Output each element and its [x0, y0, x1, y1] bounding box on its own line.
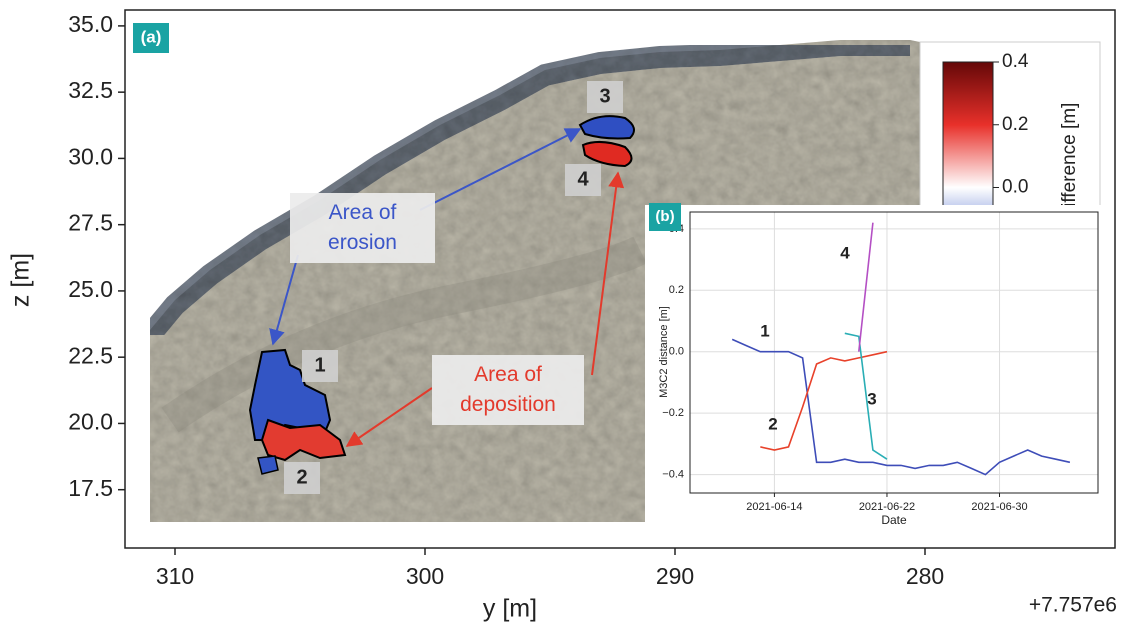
region-label: 3: [599, 85, 610, 107]
figure: 31030029028017.520.022.525.027.530.032.5…: [0, 0, 1121, 628]
y-tick-label: 35.0: [68, 11, 113, 37]
colorbar-tick-label: 0.0: [1002, 177, 1028, 198]
chart: 31030029028017.520.022.525.027.530.032.5…: [0, 0, 1121, 628]
x-tick-label: 280: [906, 563, 944, 589]
x-tick-label: 2021-06-30: [971, 501, 1027, 513]
region-label: 1: [314, 354, 325, 376]
region-label: 2: [296, 466, 307, 488]
x-tick-label: 310: [156, 563, 194, 589]
y-tick-label: 17.5: [68, 475, 113, 501]
y-tick-label: 27.5: [68, 210, 113, 236]
y-tick-label: −0.2: [662, 407, 684, 419]
offset-text: +7.757e6: [1029, 594, 1117, 617]
y-tick-label: 32.5: [68, 77, 113, 103]
region-label: 4: [577, 168, 589, 190]
inset-frame: [645, 205, 1102, 535]
series-label: 1: [760, 321, 769, 340]
annotation: Area of erosion: [290, 193, 435, 263]
x-tick-label: 290: [656, 563, 694, 589]
colorbar-tick-label: 0.4: [1002, 51, 1029, 72]
y-axis-label: M3C2 distance [m]: [658, 306, 670, 398]
x-tick-label: 2021-06-14: [746, 501, 802, 513]
annotation: Area of deposition: [432, 355, 584, 425]
x-tick-label: 300: [406, 563, 444, 589]
panel-label: (b): [655, 208, 674, 225]
panel-label: (a): [141, 27, 162, 46]
y-tick-label: 0.0: [669, 346, 684, 358]
y-tick-label: −0.4: [662, 468, 684, 480]
y-tick-label: 22.5: [68, 342, 113, 368]
series-label: 2: [768, 414, 777, 433]
y-tick-label: 0.2: [669, 284, 684, 296]
x-axis-label: y [m]: [483, 595, 537, 623]
x-axis-label: Date: [881, 513, 907, 527]
colorbar-tick-label: 0.2: [1002, 114, 1028, 135]
y-tick-label: 30.0: [68, 143, 113, 169]
y-tick-label: 20.0: [68, 409, 113, 435]
series-label: 4: [840, 243, 850, 262]
x-tick-label: 2021-06-22: [859, 501, 915, 513]
y-tick-label: 25.0: [68, 276, 113, 302]
series-label: 3: [867, 389, 876, 408]
y-axis-label: z [m]: [7, 253, 35, 307]
